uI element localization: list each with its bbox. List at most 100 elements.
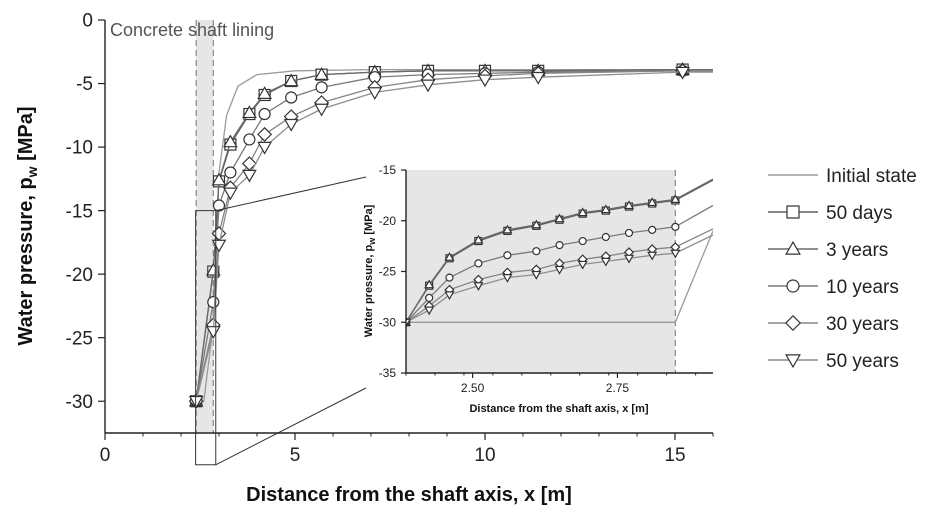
- legend-item-50-days: 50 days: [768, 203, 893, 224]
- inset-point-3-years: [502, 224, 513, 234]
- point-50-years: [367, 87, 383, 100]
- point-3-years: [314, 67, 329, 80]
- legend-item-30-years: 30 years: [768, 314, 899, 335]
- inset-point-10-years: [648, 225, 657, 234]
- y-axis-label: Water pressure, pw [MPa]: [15, 106, 40, 345]
- inset-point-50-years: [473, 282, 484, 291]
- inset-point-10-years: [503, 251, 512, 260]
- point-50-years: [188, 395, 204, 409]
- inset-point-3-years: [647, 197, 658, 207]
- inset-point-10-years: [445, 273, 454, 282]
- point-50-years: [257, 141, 272, 155]
- point-3-years: [283, 73, 299, 87]
- main-chart: 0 -5 -10 -15 -20 -25 -30 0 5 10 15 Concrete shaft …: [15, 11, 714, 506]
- inset-series-50-years: [406, 234, 713, 328]
- zoom-connector-top: [215, 176, 367, 212]
- inset-point-10-years: [425, 293, 434, 302]
- point-50-years: [205, 326, 221, 339]
- legend-label: 10 years: [826, 277, 899, 298]
- y-tick-label: -10: [66, 138, 93, 159]
- inset-point-10-years: [578, 236, 587, 246]
- legend-swatch-marker: [785, 240, 801, 255]
- series-initial-state: [196, 68, 713, 402]
- inset-point-3-years: [444, 252, 455, 261]
- legend-label: 50 days: [826, 203, 893, 224]
- line-3-years: [195, 68, 713, 402]
- point-50-years: [223, 187, 238, 201]
- inset-point-50-years: [424, 306, 435, 316]
- legend-item-10-years: 10 years: [768, 277, 899, 298]
- concrete-lining-band: [196, 20, 214, 433]
- point-30-years: [241, 156, 257, 172]
- point-50-years: [530, 71, 546, 85]
- inset-point-3-years: [577, 207, 588, 217]
- inset-series-initial-state: [406, 230, 713, 323]
- point-10-years: [207, 296, 220, 309]
- inset-point-50-years: [444, 291, 455, 301]
- inset-point-10-years: [601, 232, 610, 242]
- inset-point-3-years: [473, 234, 484, 244]
- series-50-years: [188, 66, 713, 409]
- zoom-connector-bottom: [215, 387, 367, 466]
- inset-point-3-years: [554, 213, 565, 223]
- inset-point-3-years: [600, 204, 611, 214]
- y-tick-label: -15: [66, 201, 93, 222]
- inset-y-tick-label: -25: [379, 265, 397, 279]
- legend-swatch-marker: [786, 205, 800, 219]
- legend-item-50-years: 50 years: [768, 351, 899, 372]
- inset-point-50-years: [600, 257, 611, 267]
- inset-point-3-years: [623, 200, 635, 210]
- inset-x-tick-label: 2.75: [606, 381, 630, 395]
- legend-item-initial-state: Initial state: [768, 166, 917, 187]
- inset-chart: -15 -20 -25 -30 -35 2.50 2.75 Distance from th…: [363, 163, 713, 415]
- line-30-years: [195, 70, 713, 402]
- inset-point-50-years: [623, 254, 635, 264]
- inset-point-50-years: [647, 251, 658, 261]
- point-50-years: [283, 118, 299, 132]
- inset-series-3-years: [406, 178, 713, 326]
- inset-point-10-years: [671, 222, 680, 231]
- point-3-years: [211, 172, 227, 186]
- point-10-years: [315, 81, 328, 94]
- inset-point-50-years: [554, 265, 565, 275]
- line-initial-state: [196, 68, 713, 402]
- x-tick-label: 10: [474, 445, 495, 466]
- point-3-years: [242, 105, 257, 119]
- point-50-years: [477, 74, 493, 88]
- point-10-years: [243, 133, 256, 146]
- inset-y-tick-label: -35: [379, 366, 397, 380]
- inset-y-tick-label: -20: [379, 214, 397, 228]
- legend-label: Initial state: [826, 166, 917, 187]
- x-tick-label: 5: [290, 445, 301, 466]
- legend-label: 30 years: [826, 314, 899, 335]
- inset-point-10-years: [555, 241, 564, 250]
- legend-swatch-marker: [785, 354, 801, 369]
- zoom-region-box: [195, 210, 217, 466]
- legend: Initial state 50 days 3 years 10 years 30 ye…: [768, 166, 917, 372]
- legend-label: 3 years: [826, 240, 888, 261]
- inset-point-50-years: [531, 270, 542, 280]
- x-axis-label: Distance from the shaft axis, x [m]: [246, 484, 572, 506]
- point-3-years: [223, 134, 238, 148]
- y-tick-label: -20: [66, 265, 93, 286]
- line-50-years: [195, 71, 713, 402]
- point-30-years: [257, 126, 273, 142]
- inset-point-3-years: [670, 194, 681, 204]
- inset-point-3-years: [531, 219, 542, 229]
- y-tick-label: -25: [66, 328, 93, 349]
- inset-y-tick-label: -15: [379, 163, 397, 177]
- inset-series-10-years: [406, 204, 713, 327]
- inset-point-3-years: [424, 279, 435, 289]
- x-tick-label: 15: [664, 445, 685, 466]
- y-tick-label: 0: [82, 11, 93, 32]
- inset-line-initial-state: [406, 230, 713, 323]
- y-tick-label: -5: [76, 74, 93, 95]
- legend-swatch-marker: [786, 279, 800, 293]
- inset-point-50-years: [406, 318, 412, 328]
- point-50-years: [675, 66, 690, 80]
- point-50-years: [242, 169, 257, 183]
- inset-point-10-years: [474, 259, 483, 268]
- x-tick-label: 0: [100, 445, 111, 466]
- point-10-years: [258, 107, 271, 121]
